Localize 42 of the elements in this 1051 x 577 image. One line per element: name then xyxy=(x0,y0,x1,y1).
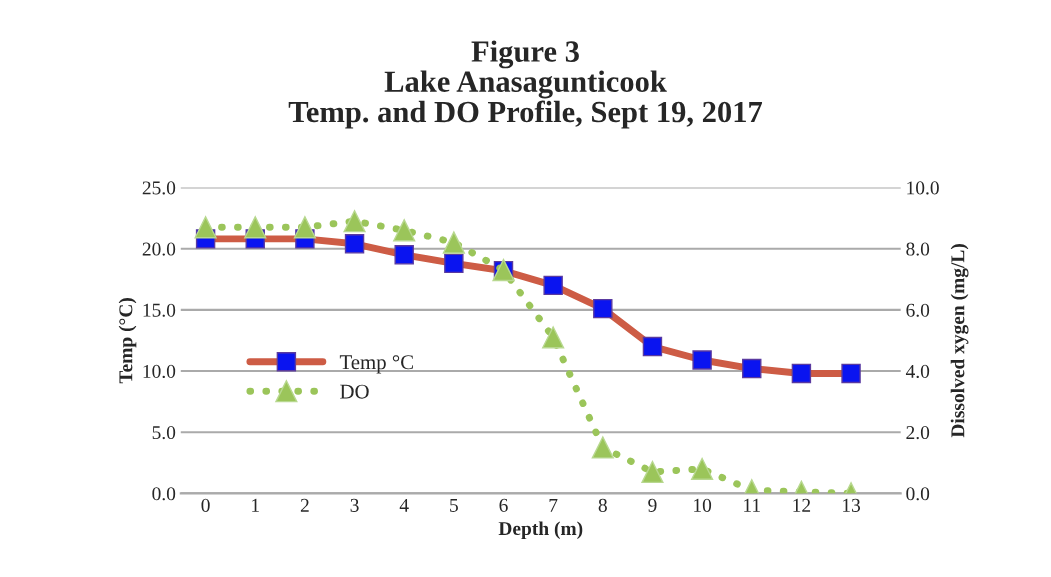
x-tick-label: 12 xyxy=(793,498,811,512)
y-tick-label: 10.0 xyxy=(143,364,176,379)
x-tick-label: 7 xyxy=(549,498,558,512)
legend-label: DO xyxy=(340,384,369,399)
point xyxy=(293,216,317,239)
x-tick-label: 11 xyxy=(744,498,760,512)
x-tick-label: 1 xyxy=(252,498,259,512)
point xyxy=(194,216,217,239)
x-tick-label: 8 xyxy=(598,498,607,512)
x-tick-label: 10 xyxy=(694,498,712,512)
point xyxy=(442,231,465,254)
y-tick-label: 25.0 xyxy=(142,181,176,195)
x-tick-label: 9 xyxy=(648,498,657,512)
chart-title: Figure 3 Lake Anasagunticook Temp. and DO Profile, Sept 19, 2017 xyxy=(288,40,763,129)
y2-tick-label: 8.0 xyxy=(906,242,930,256)
legend-label: Temp °C xyxy=(339,355,413,374)
x-tick-label: 5 xyxy=(450,498,458,512)
y-axis-title: Temp (°C) xyxy=(118,298,137,384)
y2-tick-label: 10.0 xyxy=(907,181,939,195)
x-tick-label: 2 xyxy=(300,498,309,512)
x-tick-label: 4 xyxy=(399,498,409,512)
y-tick-label: 15.0 xyxy=(143,303,176,317)
x-tick-label: 0 xyxy=(201,498,210,512)
y-tick-label: 20.0 xyxy=(142,242,176,256)
point xyxy=(690,457,714,480)
point xyxy=(343,210,366,233)
y2-tick-label: 4.0 xyxy=(905,364,930,379)
y-tick-label: 5.0 xyxy=(152,425,176,440)
point xyxy=(393,219,416,242)
point xyxy=(542,326,565,349)
x-tick-label: 3 xyxy=(350,498,359,512)
y2-tick-label: 0.0 xyxy=(906,487,930,501)
x-tick-label: 6 xyxy=(499,498,508,512)
y2-tick-label: 2.0 xyxy=(906,425,930,440)
point xyxy=(591,436,614,459)
y2-tick-label: 6.0 xyxy=(906,303,930,317)
point xyxy=(244,216,267,239)
y2-axis-title: Dissolved xygen (mg/L) xyxy=(950,244,969,438)
y-tick-label: 0.0 xyxy=(152,487,176,501)
point xyxy=(641,460,664,484)
x-tick-label: 13 xyxy=(843,498,861,512)
x-axis-title: Depth (m) xyxy=(498,521,583,540)
